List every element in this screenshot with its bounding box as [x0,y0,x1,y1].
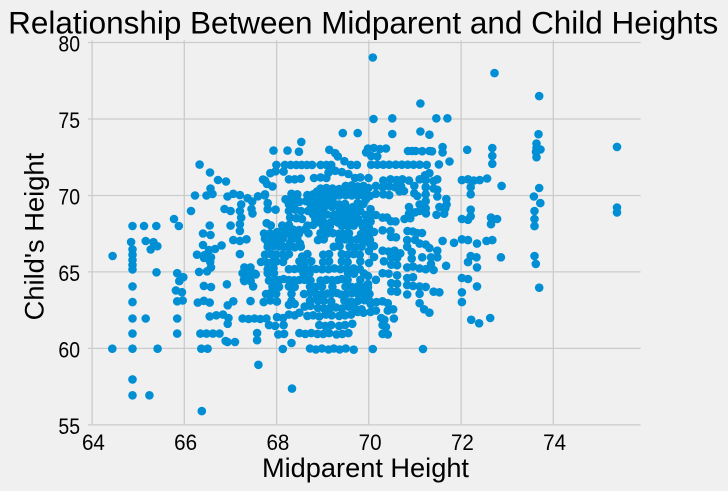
svg-text:70: 70 [58,185,80,210]
svg-text:60: 60 [58,338,80,363]
svg-text:65: 65 [58,261,80,286]
svg-text:64: 64 [82,430,105,455]
svg-text:55: 55 [58,414,80,439]
svg-text:Relationship Between Midparent: Relationship Between Midparent and Child… [8,6,718,41]
svg-text:75: 75 [58,108,80,133]
svg-text:66: 66 [174,430,197,455]
svg-text:70: 70 [359,430,382,455]
svg-text:Child's Height: Child's Height [19,152,49,320]
svg-text:72: 72 [451,430,474,455]
svg-text:Midparent Height: Midparent Height [262,453,470,483]
svg-text:68: 68 [266,430,289,455]
svg-text:80: 80 [58,32,80,57]
svg-text:74: 74 [543,430,566,455]
